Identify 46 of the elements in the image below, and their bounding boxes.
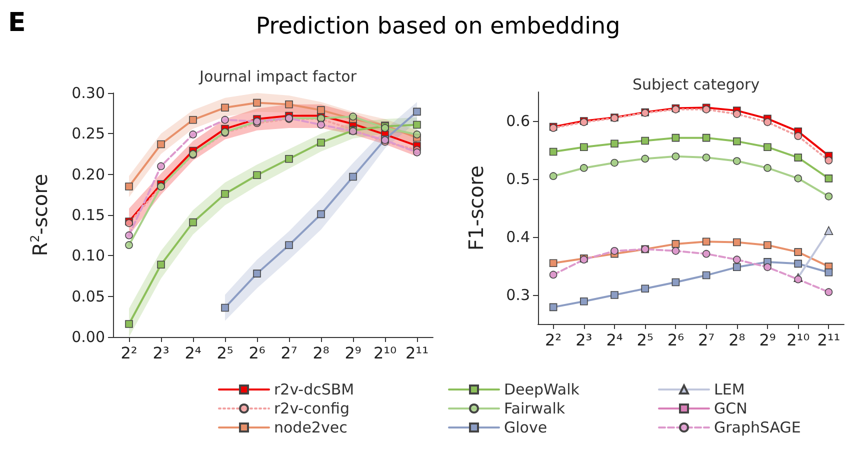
y-tick-label: 0.4 xyxy=(506,228,530,246)
x-tick-label: 2² xyxy=(120,344,138,362)
y-tick-label: 0.10 xyxy=(72,246,105,265)
x-tick-label: 2⁴ xyxy=(606,330,623,350)
x-tick-label: 2⁹ xyxy=(344,344,362,362)
x-tick-label: 2¹⁰ xyxy=(786,330,810,350)
y-axis-title: F1-score xyxy=(464,165,488,251)
x-tick-label: 2⁸ xyxy=(312,344,330,362)
y-tick-label: 0.05 xyxy=(72,287,105,306)
x-tick-label: 2³ xyxy=(152,344,170,362)
x-tick-label: 2⁸ xyxy=(728,330,746,350)
y-tick-label: 0.6 xyxy=(506,112,530,130)
y-axis-title: R2-score xyxy=(28,174,52,256)
legend-label: Glove xyxy=(504,418,548,436)
text: E xyxy=(8,8,26,38)
legend-label: GraphSAGE xyxy=(714,418,801,436)
chart-title: Prediction based on embedding xyxy=(256,14,620,40)
x-tick-label: 2⁴ xyxy=(184,344,202,362)
legend-label: LEM xyxy=(714,380,745,398)
x-tick-label: 2⁶ xyxy=(248,344,266,362)
x-tick-label: 2⁷ xyxy=(280,344,298,362)
x-tick-label: 2¹⁰ xyxy=(373,344,397,362)
legend-label: r2v-dcSBM xyxy=(274,380,354,398)
x-tick-label: 2⁷ xyxy=(698,330,715,350)
legend-label: GCN xyxy=(714,400,748,418)
x-tick-label: 2⁹ xyxy=(759,330,776,350)
legend-label: node2vec xyxy=(274,418,348,436)
x-tick-label: 2⁵ xyxy=(216,344,234,362)
y-tick-label: 0.00 xyxy=(72,328,105,346)
chart-title: Subject category xyxy=(632,76,760,94)
chart-subtitle: Journal impact factor xyxy=(198,68,358,86)
x-tick-label: 2¹¹ xyxy=(817,330,840,350)
x-tick-label: 2⁶ xyxy=(667,330,684,350)
y-tick-label: 0.20 xyxy=(72,165,105,184)
y-tick-label: 0.5 xyxy=(506,170,530,188)
y-tick-label: 0.25 xyxy=(72,124,105,143)
legend-label: Fairwalk xyxy=(504,400,566,418)
y-tick-label: 0.30 xyxy=(72,84,105,102)
x-tick-label: 2² xyxy=(545,330,562,350)
y-tick-label: 0.15 xyxy=(72,206,105,224)
x-tick-label: 2³ xyxy=(576,330,592,350)
x-tick-label: 2⁵ xyxy=(636,330,654,350)
legend-label: DeepWalk xyxy=(504,380,580,398)
x-tick-label: 2¹¹ xyxy=(405,344,429,362)
legend-label: r2v-config xyxy=(274,400,350,418)
y-tick-label: 0.3 xyxy=(506,286,530,304)
